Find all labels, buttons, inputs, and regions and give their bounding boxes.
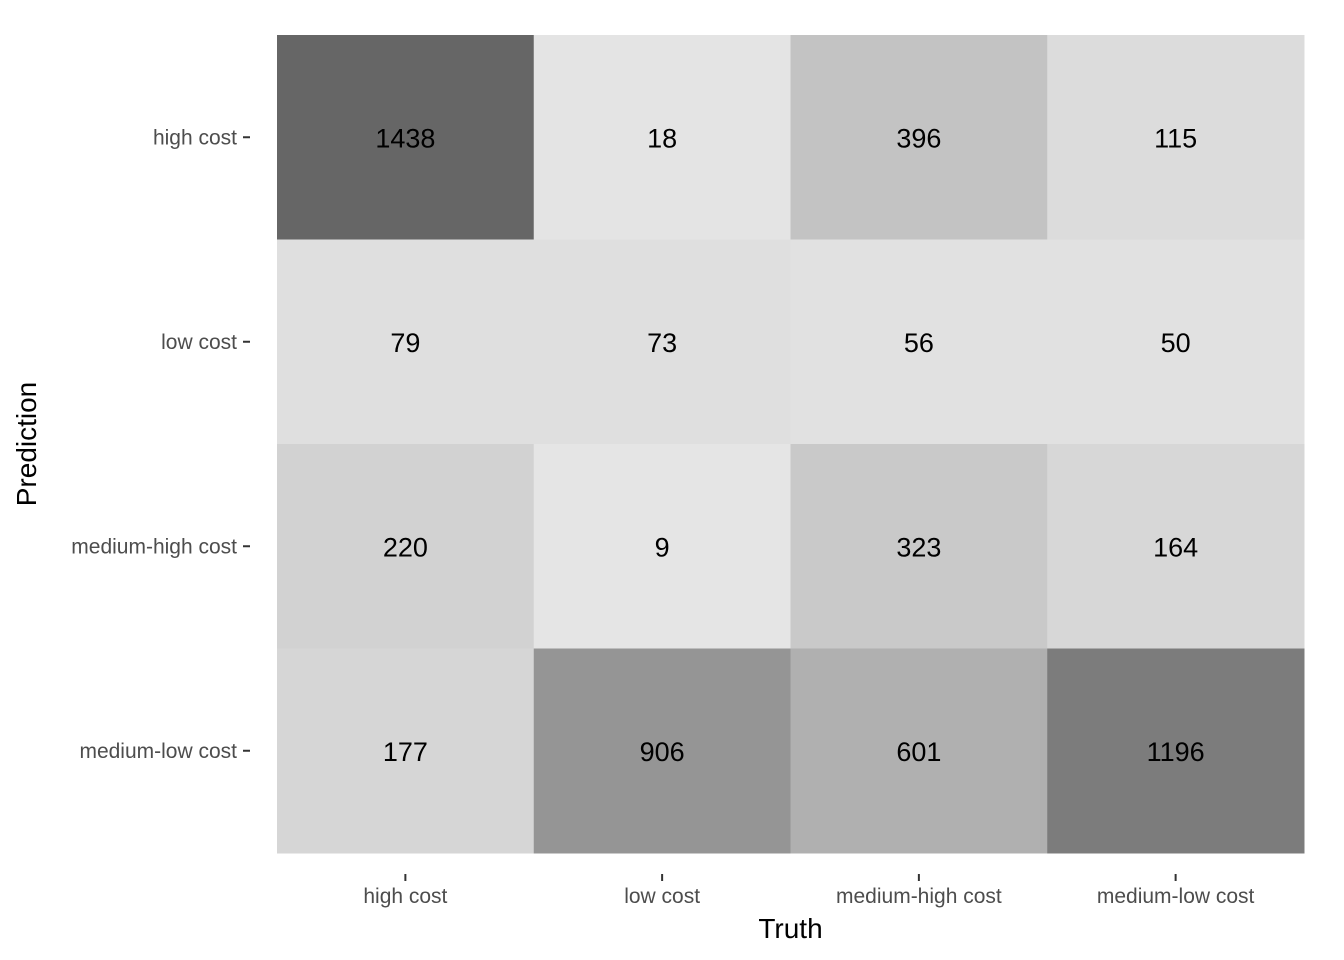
x-tick-label: medium-low cost [1097,885,1255,908]
cell-value-label: 164 [1153,532,1198,562]
heatmap-cell [790,239,1048,445]
heatmap-cell [1047,648,1305,854]
y-axis-title: Prediction [11,382,42,507]
heatmap-cell [277,444,535,649]
y-axis: high cost low cost medium-high cost medium-… [71,126,250,763]
y-tick-label: high cost [153,126,237,149]
heatmap-cell [533,35,791,240]
heatmap-cell [533,648,791,854]
cell-value-label: 323 [896,532,941,562]
cell-value-label: 9 [655,532,670,562]
cell-value-label: 396 [896,123,941,153]
heatmap-cell [790,35,1048,240]
x-tick-label: low cost [624,885,700,908]
x-axis-title: Truth [758,913,822,944]
heatmap-cell [533,239,791,445]
heatmap-cell [1047,35,1305,240]
x-tick-label: high cost [363,885,447,908]
cell-value-label: 1438 [375,123,435,153]
cell-value-label: 50 [1161,328,1191,358]
heatmap-cells [277,35,1305,854]
y-tick-label: medium-low cost [79,740,237,763]
heatmap-cell [277,239,535,445]
x-axis: high cost low cost medium-high cost medium-… [363,874,1255,908]
cell-value-label: 18 [647,123,677,153]
cell-value-label: 115 [1154,123,1197,153]
heatmap-cell [790,648,1048,854]
heatmap-cell [533,444,791,649]
cell-value-label: 220 [383,532,428,562]
y-tick-label: medium-high cost [71,535,237,558]
cell-value-label: 906 [640,737,685,767]
heatmap-cell [277,648,535,854]
cell-value-label: 601 [896,737,941,767]
heatmap-cell [790,444,1048,649]
heatmap-cell [1047,444,1305,649]
cell-value-labels: 1438 18 396 115 79 73 56 50 220 9 323 164 177 906 601 1… [375,123,1204,767]
x-tick-label: medium-high cost [836,885,1002,908]
cell-value-label: 56 [904,328,934,358]
cell-value-label: 1196 [1147,737,1205,767]
cell-value-label: 79 [390,328,420,358]
heatmap-cell [1047,239,1305,445]
cell-value-label: 73 [647,328,677,358]
y-tick-label: low cost [161,331,237,354]
heatmap-cell [277,35,535,240]
cell-value-label: 177 [383,737,428,767]
